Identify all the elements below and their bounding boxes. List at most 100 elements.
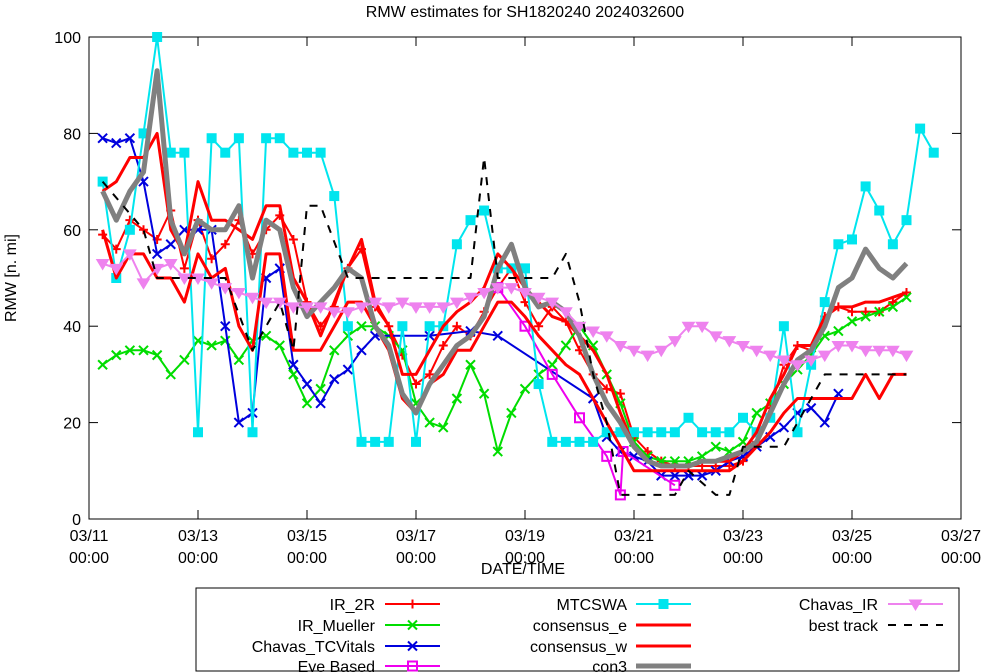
point-chavas-ir bbox=[885, 345, 900, 358]
point-chavas-ir bbox=[300, 302, 314, 314]
point-mtcswa bbox=[261, 133, 272, 144]
point-chavas-ir bbox=[681, 321, 696, 334]
point-mtcswa bbox=[411, 436, 421, 447]
point-ir-mueller bbox=[179, 354, 190, 366]
y-tick-label: 20 bbox=[63, 416, 81, 433]
legend-label: best track bbox=[809, 618, 879, 635]
legend: IR_2R IR_Mueller Chavas_TCVitals Eye Based M… bbox=[252, 597, 943, 672]
point-eye-based bbox=[617, 446, 629, 458]
point-chavas-tcvitals bbox=[805, 402, 817, 414]
legend-item-mtcswa: MTCSWA bbox=[556, 597, 691, 614]
point-ir-mueller bbox=[438, 422, 449, 433]
legend-item-con3: con3 bbox=[592, 659, 691, 672]
legend-item-consensus-e: consensus_e bbox=[533, 618, 691, 635]
point-chavas-tcvitals bbox=[778, 422, 790, 433]
point-chavas-tcvitals bbox=[301, 378, 313, 390]
point-mtcswa bbox=[397, 321, 408, 332]
legend-item-eye-based: Eye Based bbox=[298, 659, 440, 672]
point-ir-mueller bbox=[329, 345, 340, 356]
point-mtcswa bbox=[315, 147, 326, 158]
point-chavas-ir bbox=[231, 287, 246, 300]
legend-item-consensus-w: consensus_w bbox=[530, 639, 691, 656]
point-chavas-ir bbox=[654, 345, 669, 358]
point-ir-mueller bbox=[424, 417, 435, 428]
point-chavas-tcvitals bbox=[696, 470, 708, 481]
point-mtcswa bbox=[738, 412, 748, 423]
point-mtcswa bbox=[288, 147, 299, 158]
point-chavas-tcvitals bbox=[288, 359, 299, 370]
point-chavas-ir bbox=[109, 263, 124, 276]
point-chavas-ir bbox=[790, 360, 805, 372]
point-mtcswa bbox=[479, 205, 490, 216]
point-ir-2r bbox=[847, 307, 857, 317]
point-chavas-tcvitals bbox=[669, 470, 681, 481]
point-mtcswa bbox=[302, 147, 312, 158]
point-chavas-ir bbox=[395, 297, 410, 310]
x-tick-label: 00:00 bbox=[941, 550, 981, 567]
point-chavas-tcvitals bbox=[220, 320, 231, 332]
point-ir-mueller bbox=[846, 316, 858, 327]
point-chavas-ir bbox=[272, 297, 287, 310]
point-ir-mueller bbox=[478, 388, 490, 399]
series-layer bbox=[95, 32, 939, 501]
series-line-consensus-w bbox=[101, 229, 907, 473]
x-tick-label: 03/11 bbox=[70, 528, 109, 545]
point-ir-mueller bbox=[710, 441, 721, 452]
x-tick-label: 03/27 bbox=[941, 528, 981, 545]
point-ir-mueller bbox=[506, 407, 517, 419]
point-chavas-ir bbox=[163, 259, 178, 271]
series-consensus-w bbox=[101, 229, 907, 473]
point-ir-mueller bbox=[887, 301, 899, 313]
point-ir-mueller bbox=[165, 369, 176, 380]
point-ir-mueller bbox=[833, 325, 844, 337]
point-chavas-ir bbox=[409, 302, 423, 314]
point-chavas-ir bbox=[327, 307, 342, 319]
point-mtcswa bbox=[833, 239, 844, 250]
legend-box bbox=[195, 587, 960, 672]
point-chavas-ir bbox=[736, 340, 750, 353]
point-chavas-ir bbox=[340, 307, 355, 319]
point-chavas-tcvitals bbox=[356, 345, 367, 356]
point-mtcswa bbox=[860, 181, 871, 192]
point-chavas-tcvitals bbox=[492, 330, 503, 342]
point-mtcswa bbox=[683, 412, 694, 423]
legend-label: Chavas_TCVitals bbox=[252, 639, 375, 656]
point-ir-2r bbox=[179, 263, 189, 273]
legend-item-best-track: best track bbox=[809, 618, 943, 635]
x-tick-label: 00:00 bbox=[69, 550, 109, 567]
point-mtcswa bbox=[342, 321, 353, 332]
legend-marker-eye-based bbox=[407, 660, 418, 672]
x-tick-label: 00:00 bbox=[287, 550, 327, 567]
point-mtcswa bbox=[710, 427, 721, 438]
point-mtcswa bbox=[901, 215, 912, 226]
point-mtcswa bbox=[819, 297, 830, 308]
point-ir-mueller bbox=[533, 369, 544, 380]
point-mtcswa bbox=[887, 239, 898, 250]
point-mtcswa bbox=[697, 427, 708, 438]
point-mtcswa bbox=[165, 147, 176, 158]
y-axis-label: RMW [n. mi] bbox=[3, 234, 20, 322]
legend-label: con3 bbox=[592, 659, 627, 672]
point-chavas-ir bbox=[599, 331, 614, 343]
point-chavas-ir bbox=[354, 302, 369, 314]
legend-marker-chavas-ir bbox=[908, 599, 923, 611]
point-chavas-ir bbox=[463, 292, 478, 305]
point-chavas-ir bbox=[545, 297, 560, 310]
point-chavas-ir bbox=[695, 321, 710, 334]
point-mtcswa bbox=[233, 133, 244, 144]
point-chavas-ir bbox=[613, 340, 628, 353]
legend-label: consensus_w bbox=[530, 639, 627, 656]
point-chavas-ir bbox=[640, 350, 655, 363]
point-ir-mueller bbox=[342, 330, 354, 342]
point-chavas-ir bbox=[313, 302, 328, 314]
point-mtcswa bbox=[247, 427, 258, 438]
x-tick-label: 00:00 bbox=[723, 550, 763, 567]
point-ir-2r bbox=[643, 447, 653, 457]
x-tick-label: 03/17 bbox=[396, 528, 436, 545]
point-mtcswa bbox=[274, 133, 285, 144]
series-mtcswa bbox=[97, 32, 939, 447]
series-line-con3 bbox=[100, 68, 909, 469]
point-ir-mueller bbox=[151, 349, 163, 361]
x-axis-label: DATE/TIME bbox=[481, 561, 565, 578]
point-chavas-ir bbox=[259, 297, 274, 310]
